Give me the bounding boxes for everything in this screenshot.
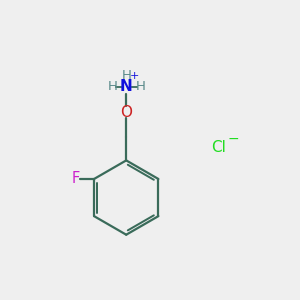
- Text: O: O: [120, 105, 132, 120]
- Text: Cl: Cl: [211, 140, 226, 154]
- Text: H: H: [135, 80, 145, 94]
- Text: F: F: [71, 172, 80, 187]
- Text: +: +: [130, 71, 139, 81]
- Text: −: −: [227, 132, 239, 146]
- Text: N: N: [120, 80, 133, 94]
- Text: H: H: [121, 69, 131, 82]
- Text: H: H: [107, 80, 117, 94]
